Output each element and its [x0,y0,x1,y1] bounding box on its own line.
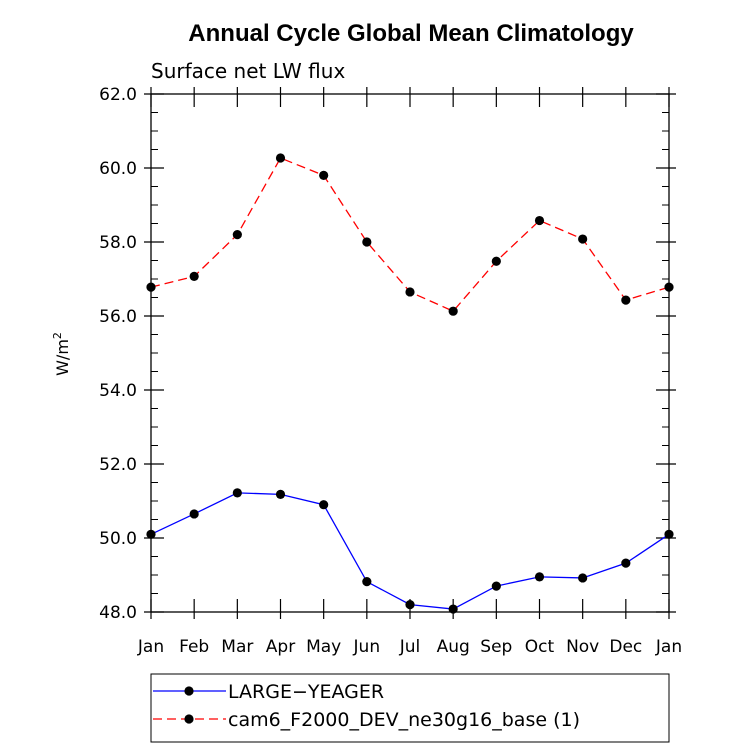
series-2-point [534,215,545,226]
series-2-point [189,271,199,282]
x-tick-label: Sep [480,637,512,657]
series-2-point [491,256,501,266]
series-1-point [621,558,631,568]
series-2-point [448,306,458,316]
series-2-point [621,295,631,305]
y-tick-labels: 48.0 50.0 52.0 54.0 56.0 58.0 60.0 62.0 [99,85,137,623]
series-2-point [319,170,329,180]
legend-box [150,673,670,743]
legend-label-1: LARGE−YEAGER [228,681,384,703]
series-1-point [319,500,329,510]
y-axis-label-exponent: 2 [51,332,64,339]
legend: LARGE−YEAGER cam6_F2000_DEV_ne30g16_base … [150,673,670,743]
series-1-point [491,581,501,591]
series-1-point [189,509,199,519]
series-1-point [405,600,415,610]
y-axis-label-unit: W/m [53,339,72,376]
y-tick-label: 50.0 [99,529,137,549]
y-tick-label: 62.0 [99,85,137,105]
x-tick-label: Aug [437,637,470,657]
y-tick-label: 52.0 [99,455,137,475]
x-tick-label: Oct [525,637,555,657]
x-tick-label: Dec [609,637,642,657]
x-tick-label: Jan [655,637,682,657]
series-1-point [578,573,588,583]
y-tick-label: 58.0 [99,233,137,253]
legend-label-2: cam6_F2000_DEV_ne30g16_base (1) [228,709,580,731]
y-axis-label: W/m2 [51,332,72,376]
x-tick-label: Jan [137,637,164,657]
x-tick-label: Mar [221,637,253,657]
plot-frame [150,93,670,613]
series-2-point [275,153,286,163]
legend-marker-2 [184,714,194,724]
chart-title: Annual Cycle Global Mean Climatology [188,20,634,47]
y-major-ticks [144,93,676,613]
series-1-point [534,572,545,582]
y-tick-label: 60.0 [99,159,137,179]
series-1-point [362,577,372,587]
series-1-point [232,488,242,498]
series-1-point [275,489,286,499]
y-tick-label: 48.0 [99,603,137,623]
x-tick-label: Feb [179,637,209,657]
x-ticks [150,87,670,619]
series-2-point [578,234,588,244]
series-1-point [448,604,458,614]
x-tick-label: May [306,637,341,657]
x-tick-label: Apr [266,637,295,657]
series-2-point [405,287,415,297]
legend-entries: LARGE−YEAGER cam6_F2000_DEV_ne30g16_base … [153,681,580,731]
y-tick-label: 54.0 [99,381,137,401]
x-tick-label: Jun [353,637,381,657]
legend-marker-1 [184,686,194,696]
series-2-point [362,237,372,247]
chart-subtitle: Surface net LW flux [151,59,345,83]
x-tick-label: Jul [399,637,421,657]
y-tick-label: 56.0 [99,307,137,327]
x-tick-label: Nov [566,637,599,657]
series-layer [146,153,674,614]
series-2-point [232,230,242,240]
x-tick-labels: Jan Feb Mar Apr May Jun Jul Aug Sep Oct Nov Dec Jan [137,637,682,657]
series-line-1 [150,492,670,610]
y-minor-ticks [151,93,669,613]
